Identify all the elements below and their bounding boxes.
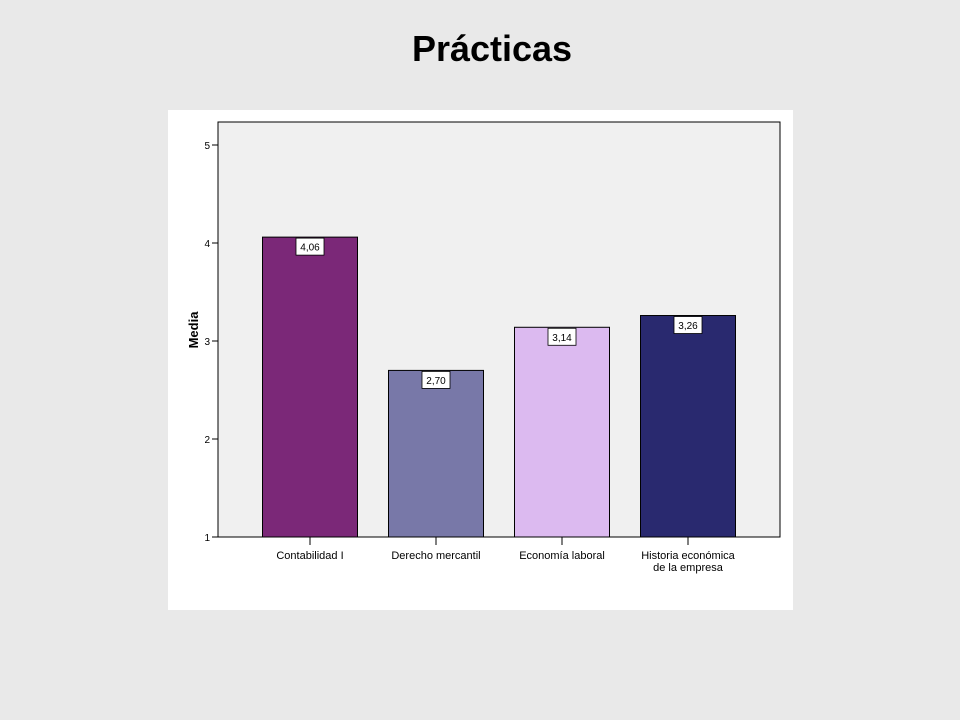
data-label: 3,26 xyxy=(678,321,698,332)
y-tick-label: 2 xyxy=(204,435,210,446)
bars: 4,06 2,70 3,14 3,26 xyxy=(262,236,736,538)
y-tick-label: 1 xyxy=(204,533,210,544)
y-tick-label: 5 xyxy=(204,141,210,152)
chart-panel: 1 2 3 4 5 4,06 2,70 3,14 3,26 Contabilidad I Der… xyxy=(168,110,793,610)
data-label-box xyxy=(547,327,577,346)
y-axis-label: Media xyxy=(186,311,201,349)
y-axis: 1 2 3 4 5 xyxy=(204,141,218,544)
y-tick-label: 3 xyxy=(204,337,210,348)
data-label-box xyxy=(673,316,703,334)
bar xyxy=(514,326,610,538)
x-tick-label: Economía laboral xyxy=(519,550,605,562)
x-tick-label: Derecho mercantil xyxy=(391,550,480,562)
data-label-box xyxy=(421,370,451,389)
x-tick-label: Historia económica xyxy=(641,550,735,562)
data-label-box xyxy=(295,237,325,256)
slide-title: Prácticas xyxy=(411,28,573,69)
x-tick-label: Contabilidad I xyxy=(276,550,343,562)
x-tick-label: de la empresa xyxy=(653,562,724,574)
y-tick-label: 4 xyxy=(204,239,210,250)
data-label: 4,06 xyxy=(300,243,320,254)
bar xyxy=(640,315,736,538)
x-axis: Contabilidad I Derecho mercantil Economía … xyxy=(276,537,736,574)
bar xyxy=(388,369,484,538)
bar xyxy=(262,236,358,538)
data-label: 3,14 xyxy=(552,333,572,344)
data-label: 2,70 xyxy=(426,376,446,387)
bar-chart: 1 2 3 4 5 4,06 2,70 3,14 3,26 Contabilidad I Der… xyxy=(186,121,781,574)
